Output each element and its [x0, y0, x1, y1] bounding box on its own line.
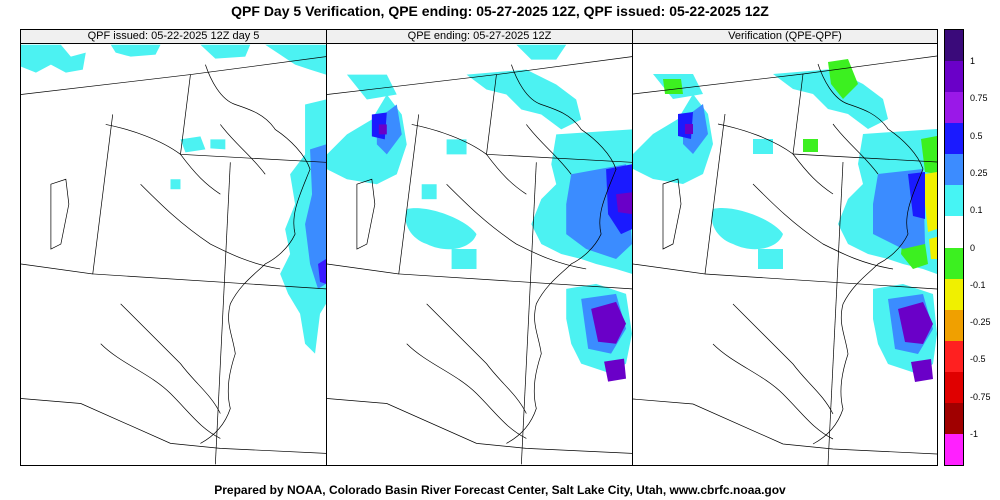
panel-verification: Verification (QPE-QPF) [633, 30, 937, 465]
map-qpe [327, 44, 632, 465]
legend-label: 0.25 [970, 167, 988, 178]
panel-qpf-title: QPF issued: 05-22-2025 12Z day 5 [21, 30, 326, 44]
legend-swatch [945, 154, 963, 186]
legend-label: 0 [970, 242, 976, 253]
legend-swatch [945, 123, 963, 155]
panel-verification-title: Verification (QPE-QPF) [633, 30, 937, 44]
legend-swatch [945, 433, 963, 466]
legend-swatch [945, 92, 963, 124]
legend-label: -0.5 [970, 354, 986, 365]
legend-label: 0.1 [970, 205, 983, 216]
legend-swatch [945, 61, 963, 93]
legend-label: 0.5 [970, 130, 983, 141]
panel-qpf: QPF issued: 05-22-2025 12Z day 5 [21, 30, 327, 465]
figure-title: QPF Day 5 Verification, QPE ending: 05-2… [231, 3, 769, 19]
legend-label: -0.75 [970, 391, 991, 402]
legend-label: 1 [970, 56, 976, 67]
legend-label: -0.1 [970, 279, 986, 290]
legend-swatch [945, 278, 963, 311]
figure-footer: Prepared by NOAA, Colorado Basin River F… [214, 483, 786, 497]
legend-swatch [945, 30, 963, 62]
legend-swatch [945, 247, 963, 280]
legend-swatch [945, 309, 963, 342]
legend-swatch [945, 371, 963, 404]
legend-swatch [945, 216, 963, 248]
map-qpf [21, 44, 326, 465]
legend-swatch [945, 340, 963, 373]
legend-swatch [945, 185, 963, 217]
legend-label: -0.25 [970, 317, 991, 328]
color-legend [944, 29, 964, 466]
legend-swatch [945, 402, 963, 435]
map-verification [633, 55, 937, 465]
map-panels: QPF issued: 05-22-2025 12Z day 5 [20, 29, 938, 466]
panel-qpe-title: QPE ending: 05-27-2025 12Z [327, 30, 632, 44]
legend-label: -1 [970, 428, 979, 439]
legend-label: 0.75 [970, 93, 988, 104]
panel-qpe: QPE ending: 05-27-2025 12Z [327, 30, 633, 465]
